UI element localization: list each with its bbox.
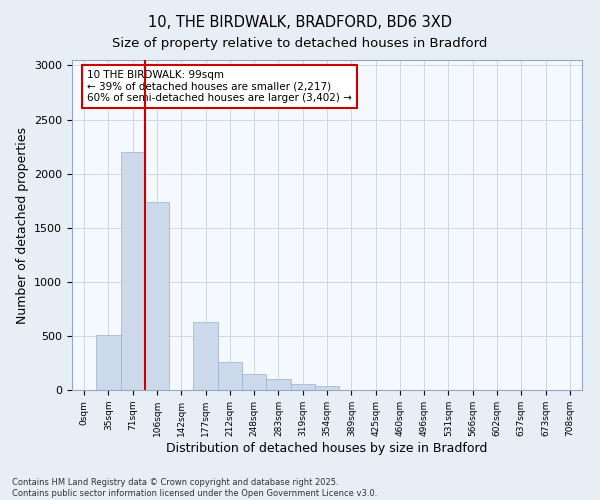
Bar <box>266 379 290 390</box>
Y-axis label: Number of detached properties: Number of detached properties <box>16 126 29 324</box>
Text: 10 THE BIRDWALK: 99sqm
← 39% of detached houses are smaller (2,217)
60% of semi-: 10 THE BIRDWALK: 99sqm ← 39% of detached… <box>88 70 352 103</box>
Bar <box>121 152 145 390</box>
Text: Contains HM Land Registry data © Crown copyright and database right 2025.
Contai: Contains HM Land Registry data © Crown c… <box>12 478 377 498</box>
Bar <box>290 384 315 390</box>
Bar <box>193 322 218 390</box>
Text: 10, THE BIRDWALK, BRADFORD, BD6 3XD: 10, THE BIRDWALK, BRADFORD, BD6 3XD <box>148 15 452 30</box>
Bar <box>315 386 339 390</box>
Text: Size of property relative to detached houses in Bradford: Size of property relative to detached ho… <box>112 38 488 51</box>
Bar <box>242 374 266 390</box>
X-axis label: Distribution of detached houses by size in Bradford: Distribution of detached houses by size … <box>166 442 488 454</box>
Bar <box>96 335 121 390</box>
Bar <box>145 202 169 390</box>
Bar <box>218 362 242 390</box>
